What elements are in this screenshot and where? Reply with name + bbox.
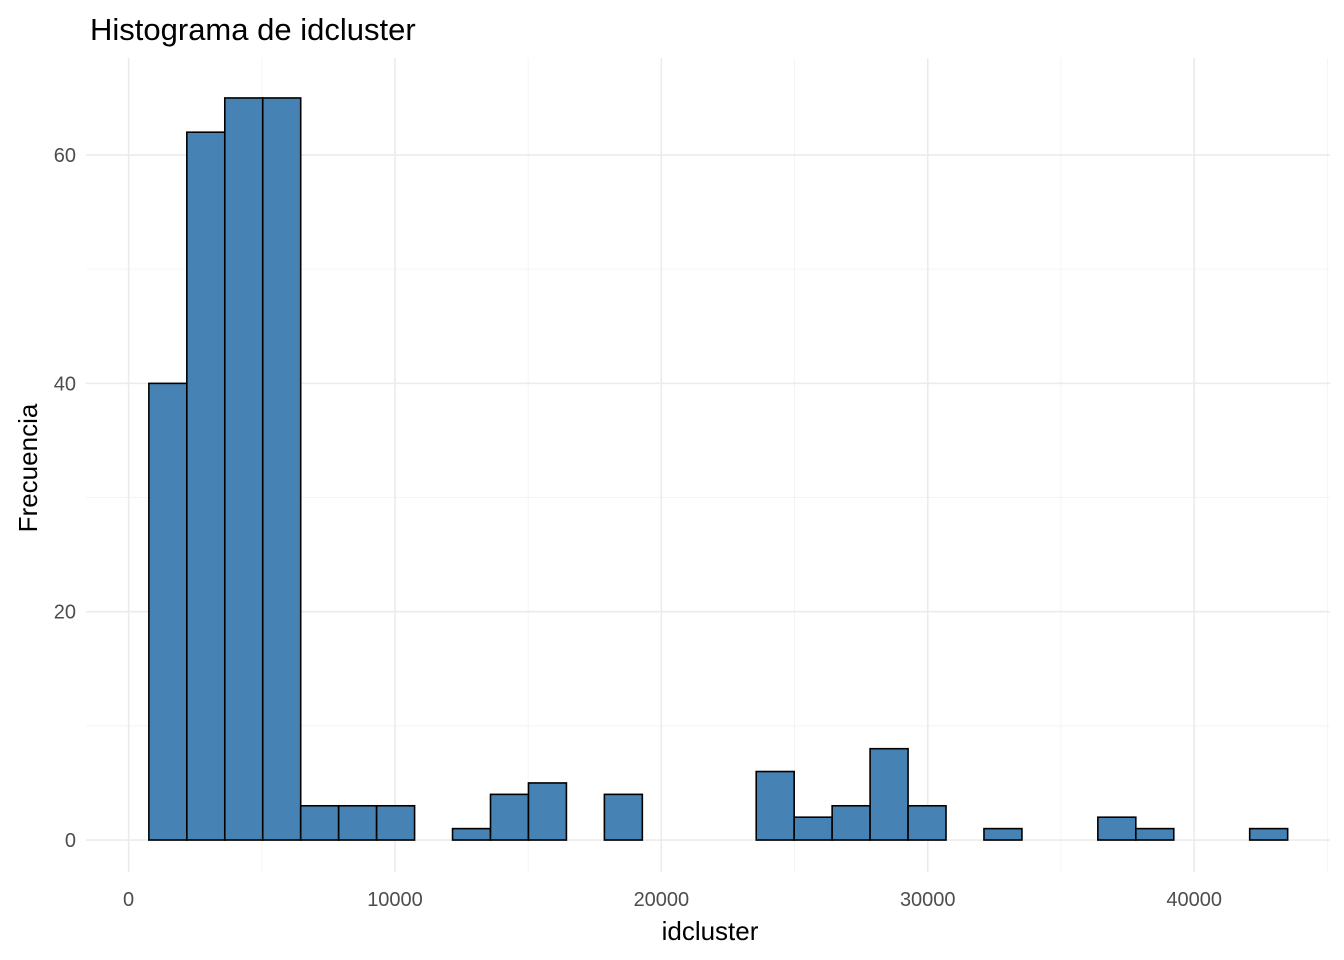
- x-axis-title: idcluster: [662, 916, 759, 946]
- histogram-bar: [755, 770, 795, 841]
- y-tick-label: 0: [65, 830, 76, 852]
- chart-title: Histograma de idcluster: [90, 12, 416, 47]
- histogram-bar: [831, 804, 871, 841]
- histogram-bar: [223, 97, 264, 841]
- histogram-bar: [261, 97, 302, 841]
- histogram-bar: [148, 382, 188, 841]
- histogram-bar: [527, 782, 568, 841]
- y-tick-label: 40: [54, 373, 76, 395]
- histogram-bar: [1097, 816, 1137, 841]
- histogram-bar: [337, 804, 378, 841]
- histogram-bar: [186, 131, 226, 841]
- histogram-bars: [148, 97, 1289, 841]
- x-tick-label: 40000: [1166, 889, 1222, 911]
- x-tick-label: 30000: [900, 889, 956, 911]
- histogram-bar: [451, 827, 492, 841]
- histogram-bar: [1135, 827, 1175, 841]
- histogram-bar: [489, 793, 530, 841]
- histogram-bar: [983, 827, 1023, 841]
- histogram-bar: [375, 804, 416, 841]
- x-axis-tick-labels: 0 10000 20000 30000 40000: [123, 889, 1222, 911]
- y-tick-label: 20: [54, 602, 76, 624]
- y-tick-label: 60: [54, 145, 76, 167]
- y-axis-tick-labels: 0 20 40 60: [54, 145, 76, 852]
- y-axis-title: Frecuencia: [13, 403, 43, 532]
- histogram-bar: [793, 816, 833, 841]
- histogram-bar: [603, 793, 644, 841]
- histogram-bar: [299, 804, 340, 841]
- x-tick-label: 0: [123, 889, 134, 911]
- histogram-bar: [869, 747, 909, 841]
- x-tick-label: 10000: [367, 889, 423, 911]
- histogram-bar: [907, 804, 947, 841]
- x-tick-label: 20000: [634, 889, 690, 911]
- histogram-bar: [1248, 827, 1289, 841]
